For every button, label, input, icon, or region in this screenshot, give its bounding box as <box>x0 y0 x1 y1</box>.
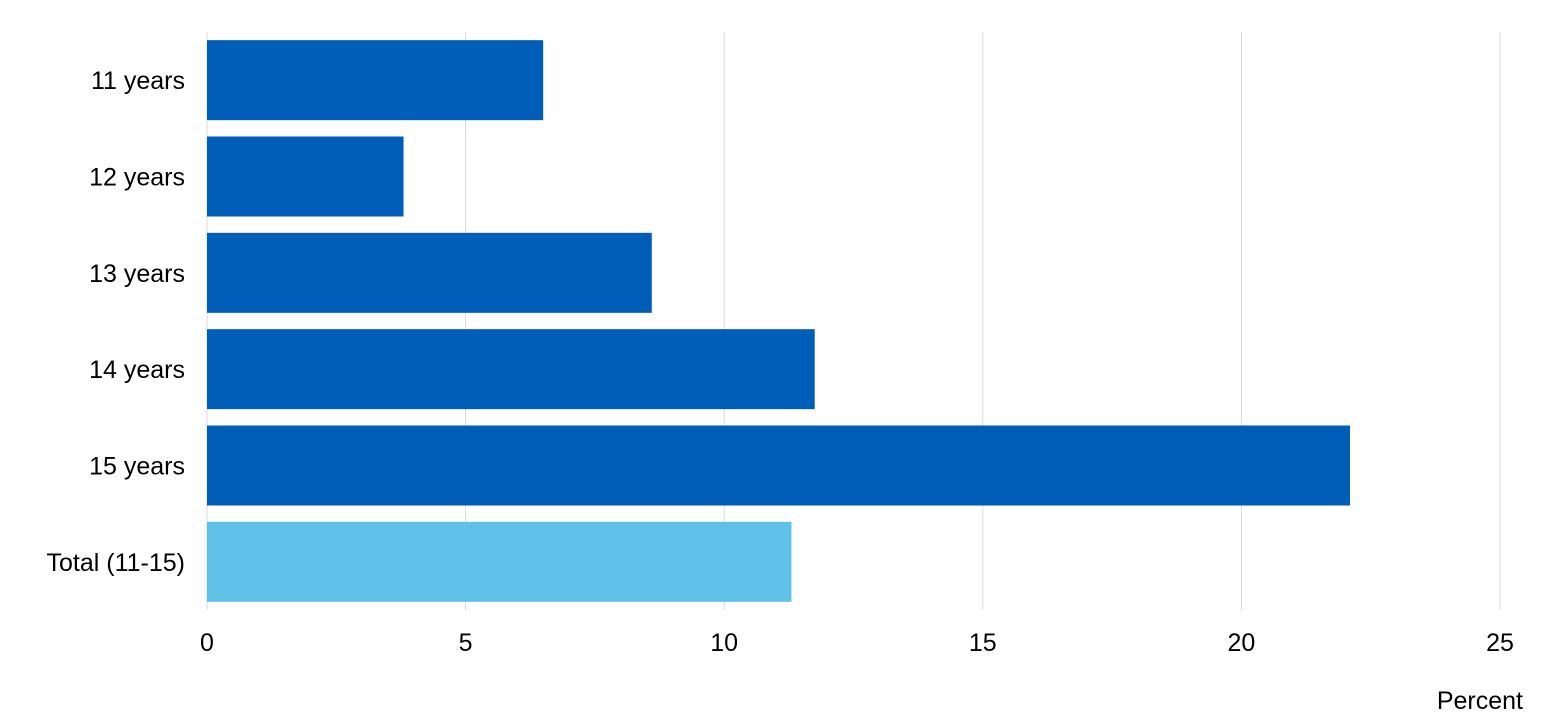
category-label: 14 years <box>89 356 185 384</box>
x-tick-label: 20 <box>1227 629 1255 657</box>
x-tick-label: 10 <box>710 629 738 657</box>
x-axis-title: Percent <box>1437 687 1523 715</box>
bar-15-years <box>207 425 1351 506</box>
category-label: 12 years <box>89 164 185 192</box>
bar-13-years <box>207 232 652 313</box>
category-label: 15 years <box>89 453 185 481</box>
bar-total-11-15 <box>207 521 792 602</box>
category-label: Total (11-15) <box>47 549 186 577</box>
x-tick-label: 0 <box>200 629 214 657</box>
x-axis-tick-labels: 0 5 10 15 20 25 <box>200 629 1514 657</box>
x-tick-label: 5 <box>459 629 473 657</box>
gridlines <box>206 32 1501 610</box>
category-label: 11 years <box>91 67 185 95</box>
x-tick-label: 25 <box>1486 629 1514 657</box>
bar-11-years <box>207 40 544 121</box>
bars <box>207 40 1351 602</box>
bar-12-years <box>207 136 404 217</box>
category-labels: 11 years 12 years 13 years 14 years 15 years… <box>47 67 186 577</box>
category-label: 13 years <box>89 260 185 288</box>
bar-14-years <box>207 329 815 410</box>
x-tick-label: 15 <box>969 629 997 657</box>
